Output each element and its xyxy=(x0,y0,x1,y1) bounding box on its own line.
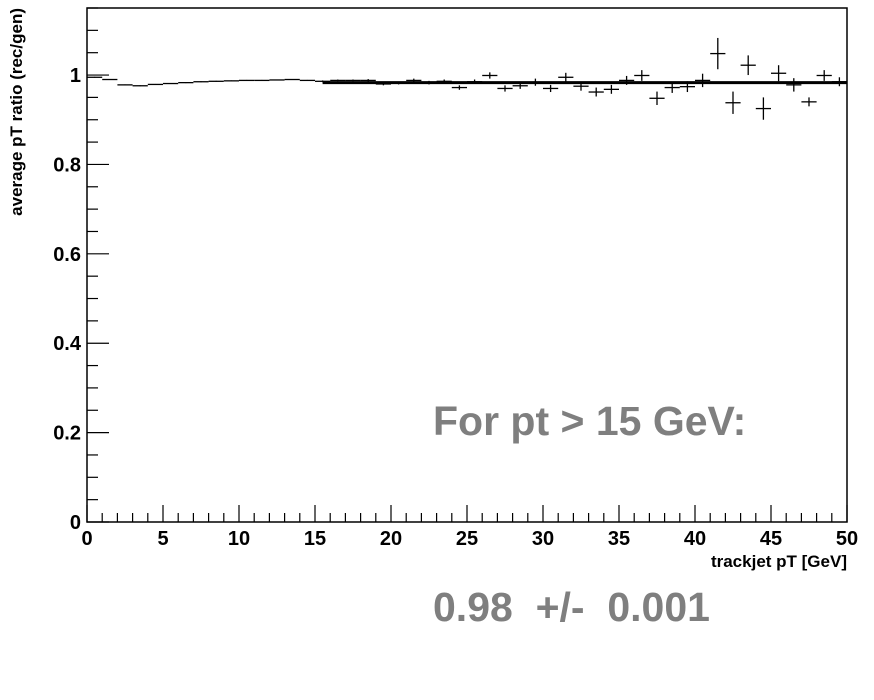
data-point xyxy=(87,76,103,78)
data-point xyxy=(588,87,604,97)
data-point xyxy=(223,80,239,82)
data-point xyxy=(132,85,148,87)
data-point xyxy=(695,73,711,88)
x-tick-label: 10 xyxy=(228,528,250,550)
data-point xyxy=(178,81,194,84)
x-tick-label: 30 xyxy=(532,528,554,550)
data-point xyxy=(102,78,118,81)
data-point xyxy=(771,65,787,82)
x-tick-label: 20 xyxy=(380,528,402,550)
data-point xyxy=(117,84,133,86)
y-tick-label: 0.8 xyxy=(53,154,81,176)
y-tick-label: 0.2 xyxy=(53,423,81,445)
x-tick-label: 45 xyxy=(760,528,782,550)
x-tick-label: 0 xyxy=(81,528,92,550)
data-point xyxy=(208,80,224,82)
data-point xyxy=(284,78,300,81)
y-axis-title: average pT ratio (rec/gen) xyxy=(7,8,26,216)
x-tick-label: 40 xyxy=(684,528,706,550)
data-point xyxy=(451,85,467,90)
x-axis-ticks xyxy=(86,505,848,522)
data-point xyxy=(558,72,574,82)
data-point xyxy=(497,85,513,92)
y-axis-ticks xyxy=(87,7,109,523)
data-point xyxy=(163,82,179,85)
x-tick-label: 15 xyxy=(304,528,326,550)
data-series xyxy=(87,37,847,120)
data-point xyxy=(345,79,361,82)
data-point xyxy=(710,37,726,70)
x-tick-label: 5 xyxy=(157,528,168,550)
data-point xyxy=(740,55,756,76)
data-point xyxy=(254,79,270,82)
y-tick-label: 0.4 xyxy=(53,333,82,355)
data-point xyxy=(786,78,802,92)
data-point xyxy=(816,70,832,81)
x-tick-label: 50 xyxy=(836,528,858,550)
data-point xyxy=(634,70,650,81)
data-point xyxy=(193,81,209,83)
data-point xyxy=(147,83,163,86)
data-point xyxy=(330,79,346,82)
x-tick-label: 35 xyxy=(608,528,630,550)
y-axis-tick-labels: 0 0.2 0.4 0.6 0.8 1 xyxy=(53,65,82,534)
annotation-line-1: For pt > 15 GeV: xyxy=(433,398,747,444)
y-tick-label: 0 xyxy=(70,512,81,534)
x-axis-title: trackjet pT [GeV] xyxy=(711,552,847,571)
data-point xyxy=(239,79,255,82)
data-point xyxy=(725,91,741,114)
data-point xyxy=(482,72,498,79)
x-tick-label: 25 xyxy=(456,528,478,550)
data-point xyxy=(543,84,559,93)
y-tick-label: 0.6 xyxy=(53,244,81,266)
data-point xyxy=(299,79,315,82)
data-point xyxy=(603,84,619,94)
annotation-line-2: 0.98 +/- 0.001 xyxy=(433,584,710,630)
data-point xyxy=(649,91,665,105)
data-point xyxy=(755,97,771,120)
x-axis-tick-labels: 0 5 10 15 20 25 30 35 40 45 50 xyxy=(81,528,858,550)
y-tick-label: 1 xyxy=(70,65,81,87)
data-point xyxy=(269,79,285,81)
fit-annotation: For pt > 15 GeV: 0.98 +/- 0.001 xyxy=(433,266,746,700)
ratio-plot: 0 5 10 15 20 25 30 35 40 45 50 0 0.2 0.4 0.6 0.8 1 trac… xyxy=(7,7,858,571)
data-point xyxy=(801,97,817,107)
